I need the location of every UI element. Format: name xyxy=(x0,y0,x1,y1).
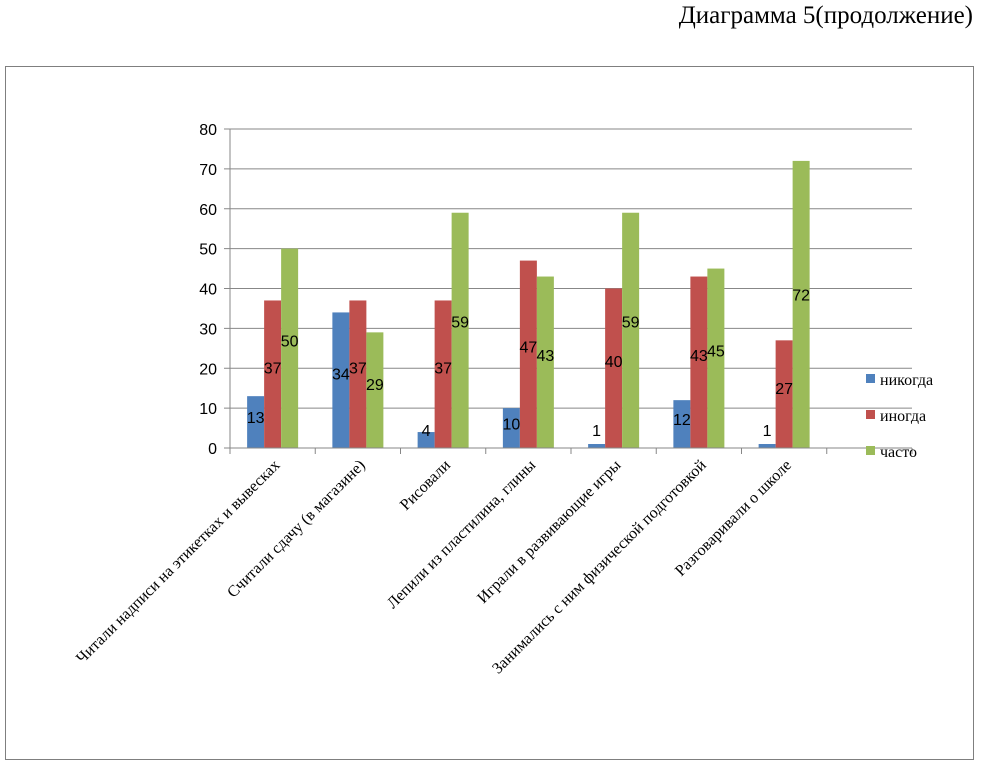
bar-никогда xyxy=(332,312,350,448)
bar-иногда xyxy=(519,260,537,448)
y-tick-label: 80 xyxy=(199,122,217,139)
legend-swatch xyxy=(866,446,875,455)
data-label: 1 xyxy=(592,423,601,440)
y-tick-label: 50 xyxy=(199,242,217,259)
bar-часто xyxy=(622,212,640,448)
data-label: 10 xyxy=(502,416,520,433)
legend-swatch xyxy=(866,374,875,383)
data-label: 37 xyxy=(349,360,367,377)
data-label: 59 xyxy=(451,315,469,332)
page-title: Диаграмма 5(продолжение) xyxy=(678,2,973,29)
data-label: 59 xyxy=(622,315,640,332)
y-tick-label: 0 xyxy=(208,441,217,458)
bar-никогда xyxy=(588,444,606,448)
data-label: 45 xyxy=(707,344,725,361)
legend-label: иногда xyxy=(880,408,926,425)
axes: 0 10 20 30 40 50 60 70 80 xyxy=(199,122,913,458)
bar-часто xyxy=(451,212,469,448)
data-label: 27 xyxy=(775,381,793,398)
data-label: 43 xyxy=(690,348,708,365)
bar-никогда xyxy=(758,444,776,448)
bar-иногда xyxy=(775,340,793,448)
category-labels: Читали надписи на этикетках и вывескахСч… xyxy=(73,457,795,678)
y-tick-label: 20 xyxy=(199,361,217,378)
y-tick-label: 60 xyxy=(199,202,217,219)
data-label: 13 xyxy=(247,410,265,427)
bar-часто xyxy=(707,268,725,448)
bar-часто xyxy=(366,332,384,448)
legend-label: часто xyxy=(880,444,917,461)
y-tick-label: 40 xyxy=(199,282,217,299)
bar-никогда xyxy=(247,396,265,448)
data-label: 43 xyxy=(536,348,554,365)
data-label: 37 xyxy=(264,360,282,377)
legend-label: никогда xyxy=(880,372,933,389)
y-tick-label: 30 xyxy=(199,321,217,338)
data-label: 1 xyxy=(763,423,772,440)
bar-никогда xyxy=(417,432,435,448)
category-label: Играли в развивающие игры xyxy=(474,457,624,607)
bar-иногда xyxy=(605,288,623,448)
bar-часто xyxy=(792,160,810,448)
legend: никогда иногда часто xyxy=(866,372,933,461)
chart-frame: 0 10 20 30 40 50 60 70 80 13 34 4 10 1 12 1 37 37 37 47 40 4… xyxy=(5,66,974,760)
y-tick-label: 10 xyxy=(199,401,217,418)
bar-иногда xyxy=(264,300,282,448)
data-label: 12 xyxy=(673,412,691,429)
data-label: 4 xyxy=(422,423,431,440)
bars xyxy=(247,160,810,448)
data-labels: 13 34 4 10 1 12 1 37 37 37 47 40 43 27 50 29 59 43 59 45 72 xyxy=(247,288,810,440)
data-label: 47 xyxy=(519,340,537,357)
bar-никогда xyxy=(502,408,520,448)
bar-часто xyxy=(281,248,299,448)
data-label: 37 xyxy=(434,360,452,377)
category-label: Лепили из пластилина, глины xyxy=(384,457,539,612)
data-label: 29 xyxy=(366,377,384,394)
legend-swatch xyxy=(866,410,875,419)
y-tick-label: 70 xyxy=(199,162,217,179)
category-label: Считали сдачу (в магазине) xyxy=(224,457,368,601)
bar-часто xyxy=(536,276,554,448)
bar-иногда xyxy=(434,300,452,448)
data-label: 40 xyxy=(605,354,623,371)
data-label: 50 xyxy=(281,333,299,350)
category-label: Рисовали xyxy=(397,457,454,514)
data-label: 72 xyxy=(792,288,810,305)
data-label: 34 xyxy=(332,367,350,384)
bar-chart: 0 10 20 30 40 50 60 70 80 13 34 4 10 1 12 1 37 37 37 47 40 4… xyxy=(73,122,933,678)
bar-иногда xyxy=(690,276,708,448)
bar-никогда xyxy=(673,400,691,448)
bar-иногда xyxy=(349,300,367,448)
